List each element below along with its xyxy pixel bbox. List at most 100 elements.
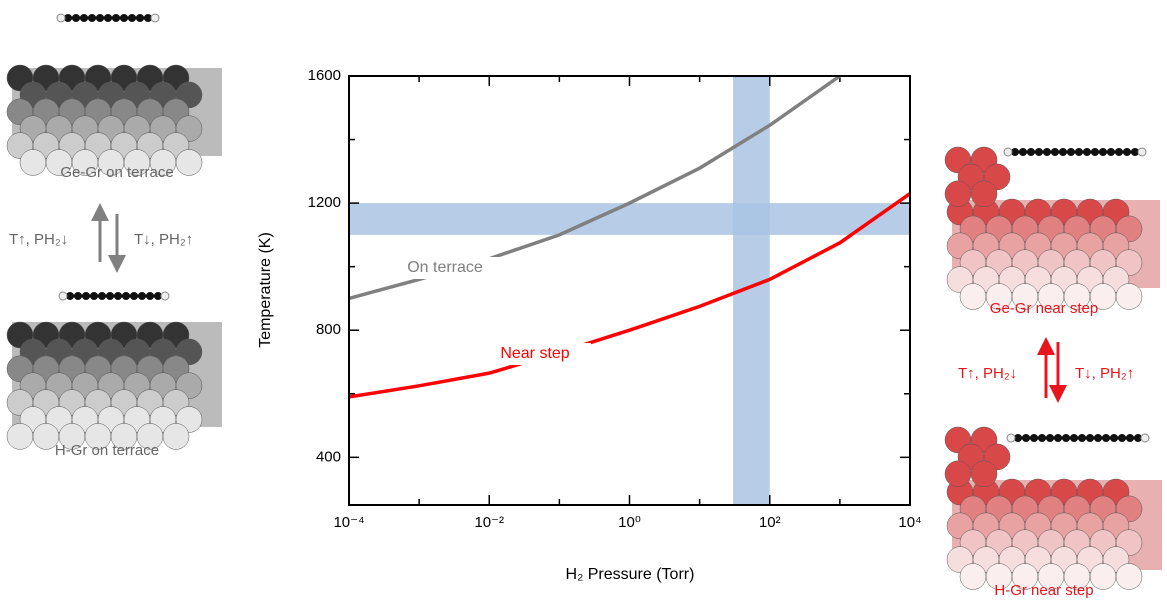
atom [1035,148,1043,156]
atom [154,292,162,300]
atom [1110,434,1118,442]
atom [970,180,998,208]
atom [114,292,122,300]
atom [1091,148,1099,156]
atom [72,14,80,22]
label-bg [479,343,591,365]
atom [970,460,998,488]
atom [1115,563,1143,590]
atom [1099,148,1107,156]
atom [1046,434,1054,442]
atom [96,14,104,22]
atom [1062,434,1070,442]
panel-label: H-Gr on terrace [55,442,159,459]
plot-area [349,76,910,505]
x-tick-label: 10⁻⁴ [333,514,364,531]
atom [1075,148,1083,156]
x-tick-label: 10⁰ [618,514,641,531]
condition: T↓, PH₂↑ [1075,365,1134,382]
atom [74,292,82,300]
atom [162,423,190,450]
y-axis-label: Temperature (K) [257,232,274,348]
atom [130,292,138,300]
x-tick-label: 10² [759,514,781,531]
atom [1107,148,1115,156]
atom [1102,434,1110,442]
atom [66,292,74,300]
atom [1014,434,1022,442]
atom [1083,148,1091,156]
y-tick-label: 800 [316,321,341,338]
atom [1140,433,1150,443]
atom [1038,434,1046,442]
label-bg [389,257,501,279]
atom [88,14,96,22]
series-line [349,192,910,399]
atom [1089,563,1117,590]
atom [959,283,987,310]
atom [80,14,88,22]
atom [175,149,203,176]
atom [1011,148,1019,156]
atom [122,292,130,300]
panel-label: Ge-Gr on terrace [60,164,173,181]
atom [1115,148,1123,156]
atom [1067,148,1075,156]
atom [1043,148,1051,156]
atom [104,14,112,22]
atom [1126,434,1134,442]
atom [144,14,152,22]
y-tick-label: 1600 [308,67,341,84]
panel-label: Ge-Gr near step [990,300,1098,317]
atom [112,14,120,22]
x-axis-label: H₂ Pressure (Torr) [566,566,695,583]
atom [1054,434,1062,442]
condition: T↑, PH₂↓ [958,365,1017,382]
atom [6,423,34,450]
series-label: Near step [500,345,569,362]
atom [1070,434,1078,442]
atom [1022,434,1030,442]
atom [1094,434,1102,442]
atom [944,180,972,208]
atom [1019,148,1027,156]
atom [106,292,114,300]
atom [128,14,136,22]
atom [56,13,66,23]
atom [150,13,160,23]
atom [1027,148,1035,156]
atom [1118,434,1126,442]
atom [1123,148,1131,156]
atom [1003,147,1013,157]
atom [959,563,987,590]
atom [1137,147,1147,157]
atom [1134,434,1142,442]
atom [138,292,146,300]
atom [64,14,72,22]
atom [120,14,128,22]
atom [1030,434,1038,442]
condition: T↓, PH₂↑ [134,231,193,248]
atom [1059,148,1067,156]
atom [1131,148,1139,156]
atom [944,460,972,488]
atom [58,291,68,301]
y-tick-label: 400 [316,448,341,465]
atom [146,292,154,300]
atom [160,291,170,301]
atom [1115,283,1143,310]
atom [90,292,98,300]
y-tick-label: 1200 [308,194,341,211]
atom [136,14,144,22]
x-tick-label: 10⁴ [898,514,921,531]
atom [1051,148,1059,156]
atom [82,292,90,300]
atom [19,149,47,176]
x-tick-label: 10⁻² [474,514,504,531]
atom [98,292,106,300]
plot-frame [348,75,911,506]
band [349,203,910,235]
atom [1078,434,1086,442]
series-label: On terrace [407,259,483,276]
